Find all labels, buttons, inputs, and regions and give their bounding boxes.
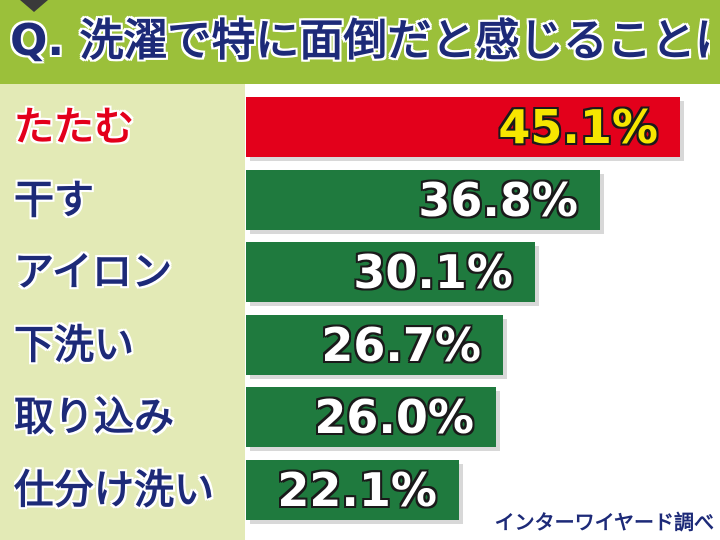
- chart-title: Q. 洗濯で特に面倒だと感じることは?: [10, 15, 710, 66]
- bar-value-label: 30.1%: [353, 245, 513, 299]
- header-band: Q. 洗濯で特に面倒だと感じることは?: [0, 0, 720, 84]
- category-label: 仕分け洗い: [14, 467, 214, 513]
- bar-value-label: 36.8%: [418, 173, 578, 227]
- category-label-panel: [0, 84, 245, 540]
- bar-value-label: 45.1%: [498, 100, 658, 154]
- category-label: 干す: [14, 177, 94, 223]
- bar-value-label: 26.7%: [321, 318, 481, 372]
- bar: [246, 315, 503, 375]
- bar-value-label: 26.0%: [314, 390, 474, 444]
- header-notch-marker: [20, 0, 48, 12]
- category-label: アイロン: [14, 249, 172, 295]
- category-label: 下洗い: [14, 322, 134, 368]
- source-credit: インターワイヤード調べ: [494, 510, 714, 534]
- bar: [246, 97, 680, 157]
- category-label: たたむ: [14, 104, 134, 150]
- bar-value-label: 22.1%: [277, 463, 437, 517]
- bar: [246, 460, 459, 520]
- category-label: 取り込み: [14, 394, 174, 440]
- bar: [246, 242, 535, 302]
- bar: [246, 170, 600, 230]
- bar: [246, 387, 496, 447]
